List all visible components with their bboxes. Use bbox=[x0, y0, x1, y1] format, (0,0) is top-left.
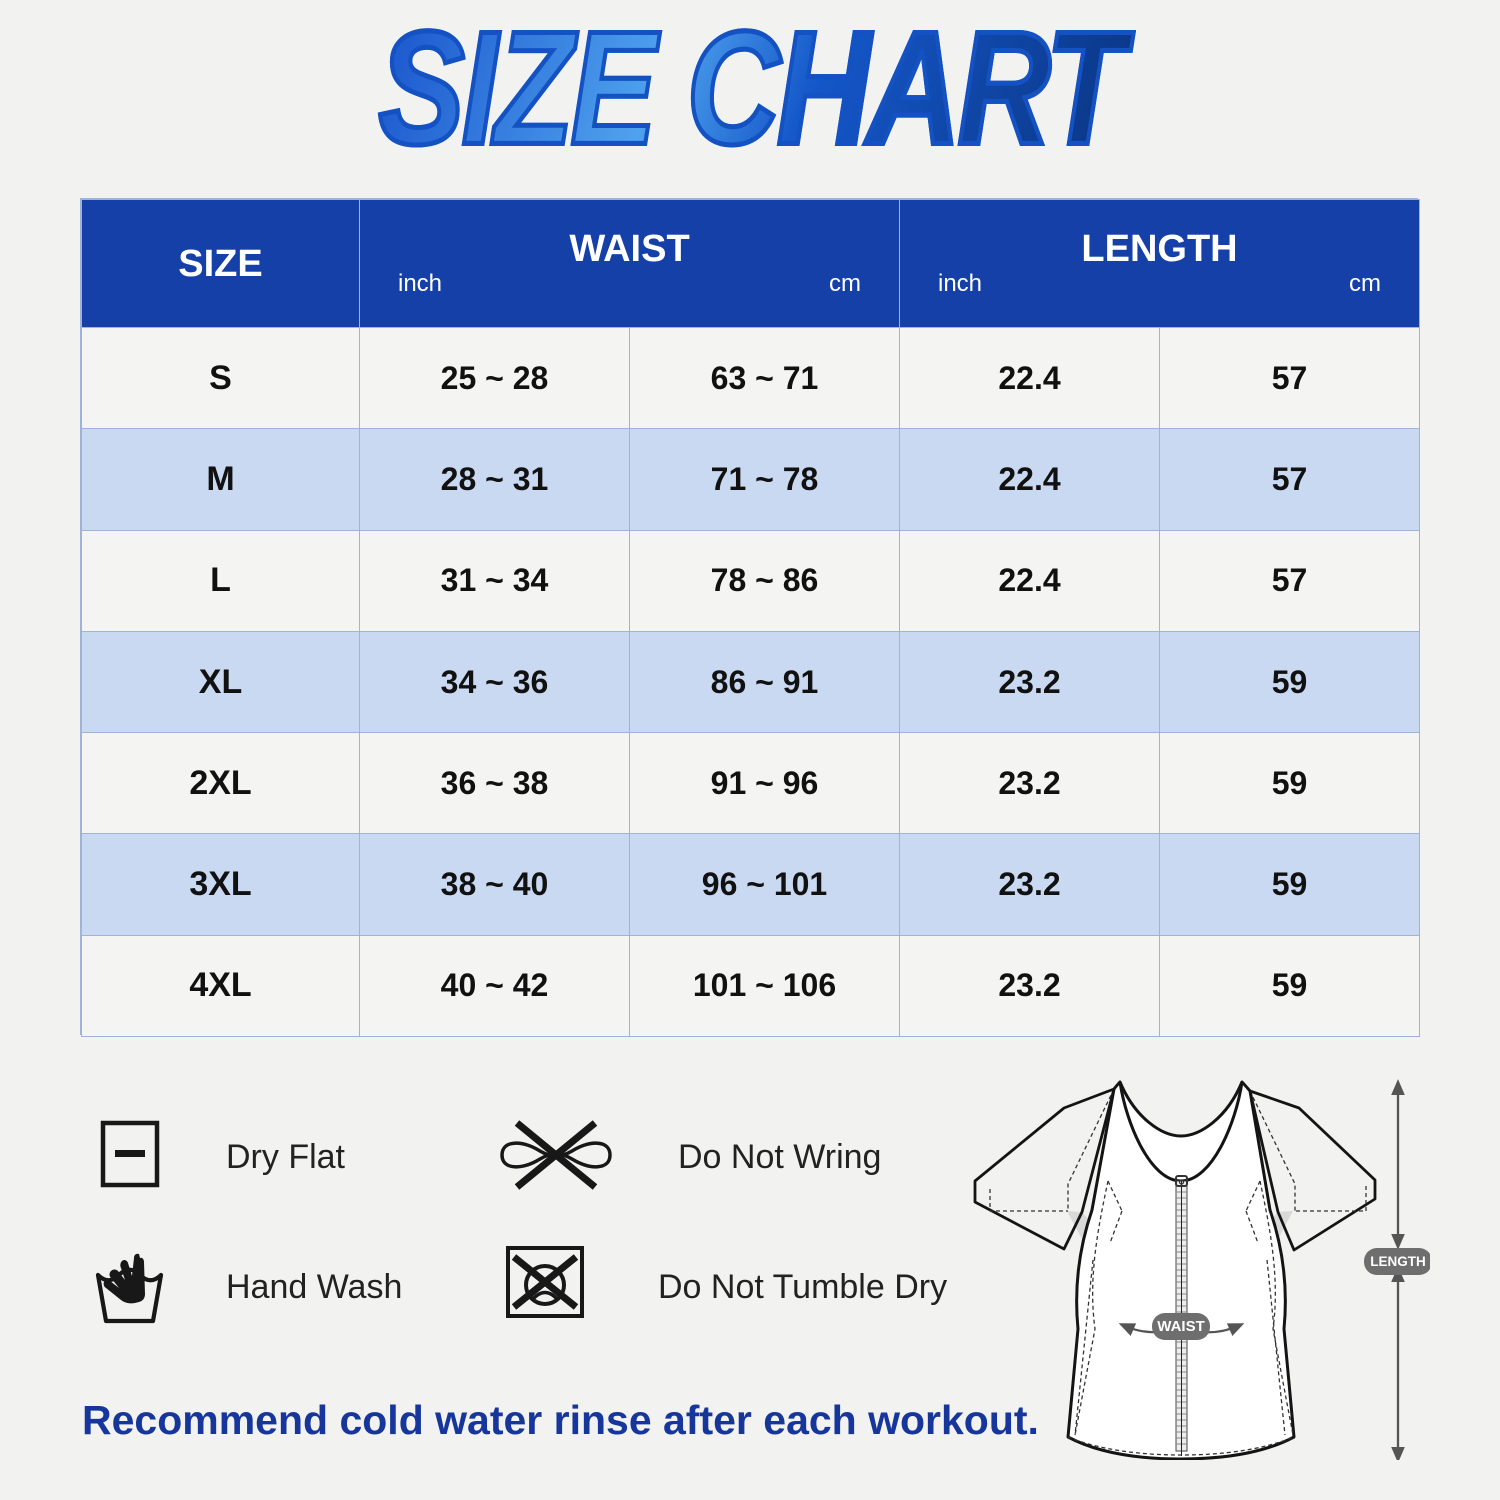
svg-text:WAIST: WAIST bbox=[1157, 1318, 1205, 1335]
svg-text:LENGTH: LENGTH bbox=[1370, 1254, 1426, 1269]
